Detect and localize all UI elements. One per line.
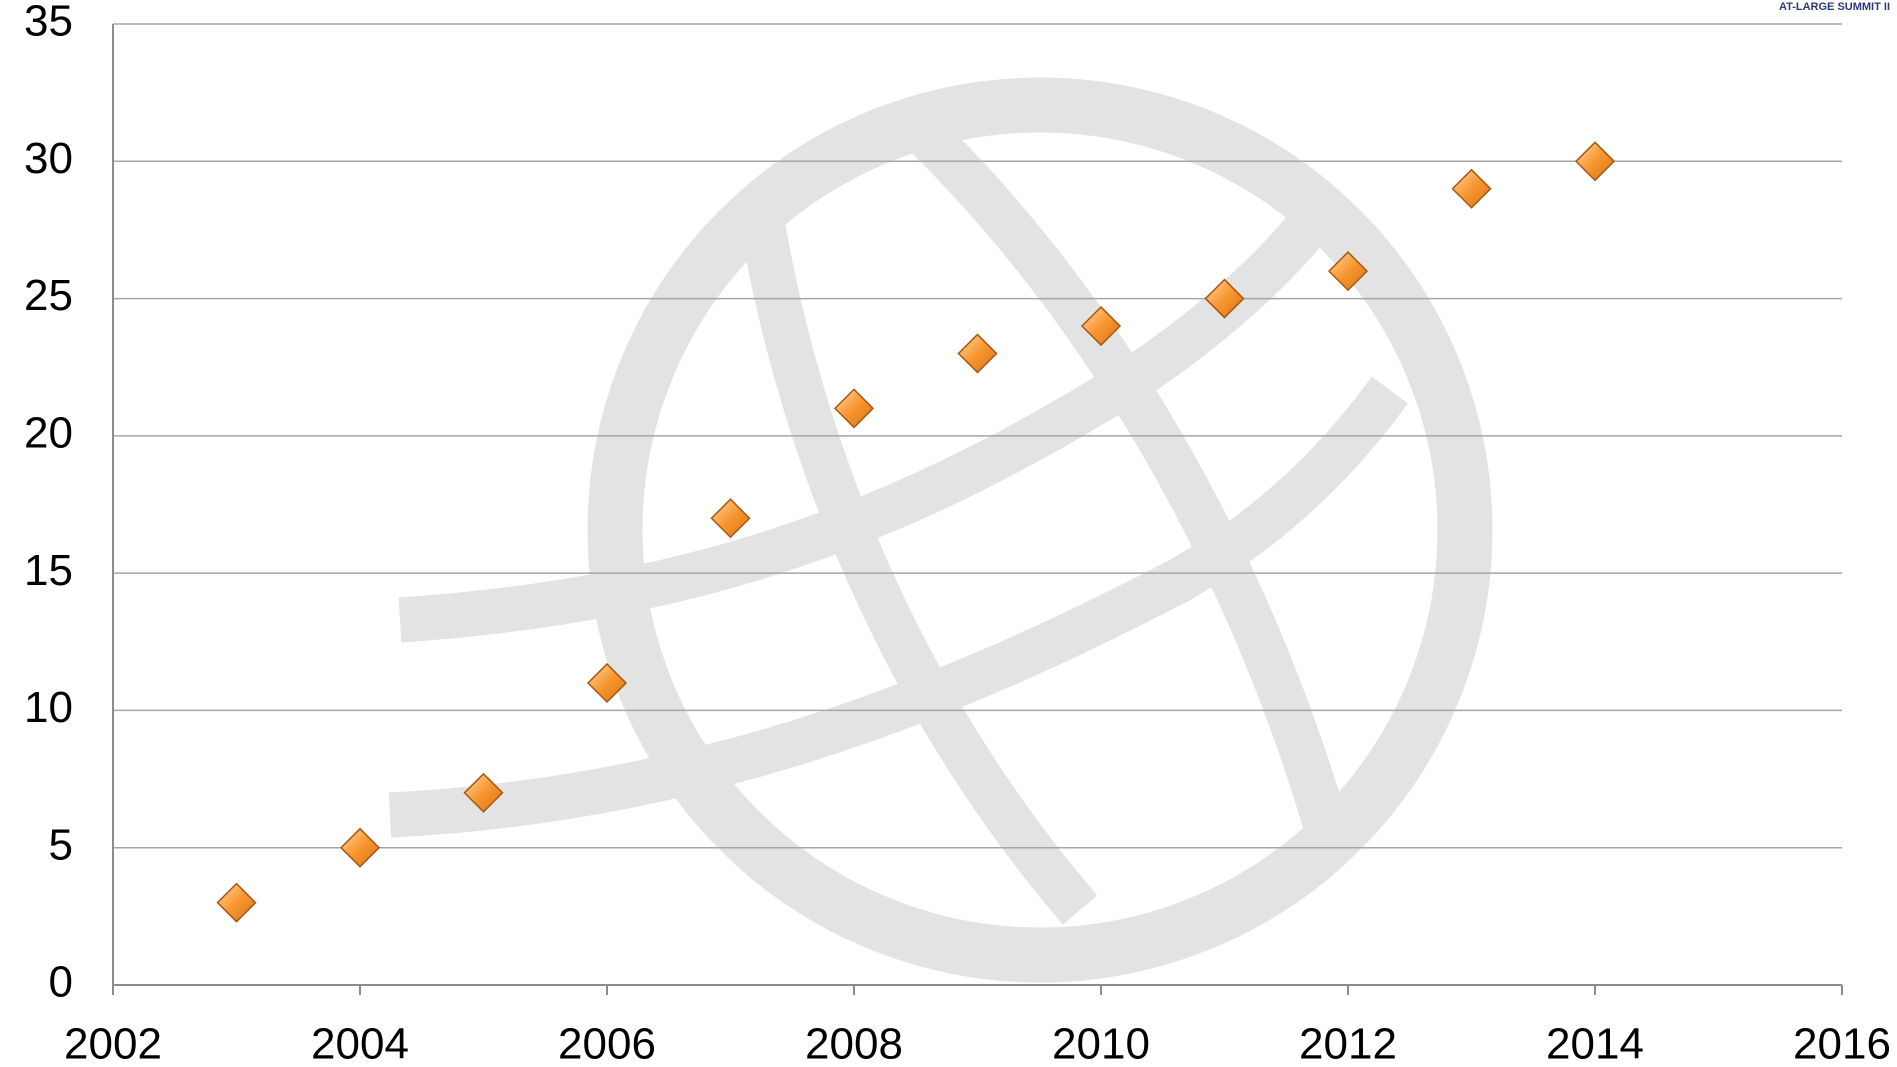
y-tick-label: 20	[24, 408, 73, 457]
point	[218, 884, 256, 922]
x-tick-label: 2004	[311, 1020, 409, 1067]
x-tick-label: 2002	[64, 1020, 162, 1067]
logo-text: AT-LARGE SUMMIT II	[1779, 1, 1890, 13]
x-tick-label: 2012	[1299, 1020, 1397, 1067]
point	[712, 499, 750, 537]
y-tick-label: 5	[49, 820, 73, 869]
x-tick-label: 2006	[558, 1020, 656, 1067]
point	[1576, 142, 1614, 180]
y-tick-label: 25	[24, 271, 73, 320]
x-tick-label: 2016	[1793, 1020, 1891, 1067]
y-tick-label: 35	[24, 0, 73, 46]
y-tick-label: 30	[24, 134, 73, 183]
y-tick-label: 15	[24, 546, 73, 595]
x-tick-label: 2008	[805, 1020, 903, 1067]
point	[959, 334, 997, 372]
y-tick-label: 0	[49, 958, 73, 1007]
point	[341, 829, 379, 867]
watermark-globe	[390, 105, 1465, 955]
chart: AT-LARGE SUMMIT II 0 5 10 15 20 25 30 35 2002 200…	[0, 0, 1897, 1067]
y-tick-label: 10	[24, 683, 73, 732]
x-tick-label: 2010	[1052, 1020, 1150, 1067]
point	[835, 389, 873, 427]
x-tick-label: 2014	[1546, 1020, 1644, 1067]
point	[1453, 170, 1491, 208]
